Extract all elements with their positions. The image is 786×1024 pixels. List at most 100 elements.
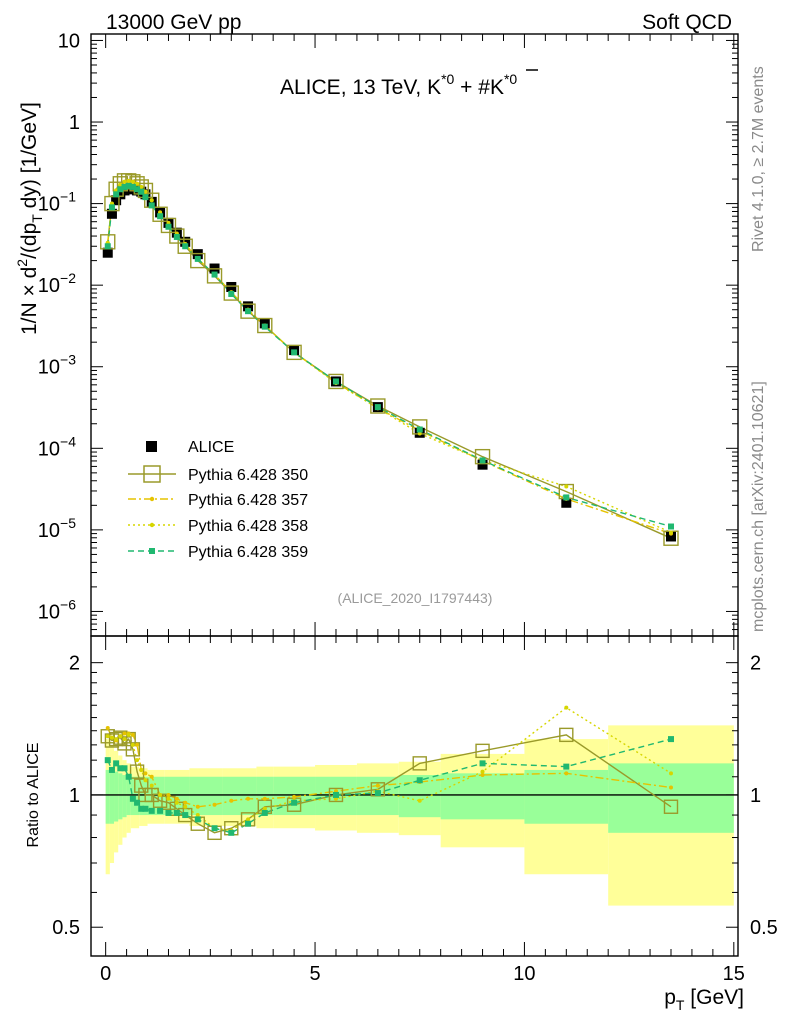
main-ylabel: 1/N × d2/(dpT dy) [1/GeV] (14, 102, 45, 335)
main-point-pythia-6.428-359 (261, 323, 268, 330)
legend-marker-alice (146, 441, 157, 452)
main-point-alice (226, 281, 237, 292)
ratio-point-pythia-6.428-359 (157, 807, 164, 814)
ratio-point-pythia-6.428-359 (121, 765, 128, 772)
main-y-tick-label: 10−5 (38, 515, 76, 542)
legend-marker-350 (143, 465, 161, 483)
ratio-point-pythia-6.428-357 (564, 771, 569, 776)
ratio-point-pythia-6.428-357 (122, 731, 127, 736)
ratio-plot-frame (90, 635, 739, 957)
main-point-pythia-6.428-350 (223, 285, 239, 301)
main-point-alice (106, 208, 117, 219)
ratio-point-pythia-6.428-357 (292, 794, 297, 799)
title-sup1: *0 (441, 71, 454, 87)
ratio-point-pythia-6.428-359 (332, 791, 339, 798)
ratio-band-inner (109, 769, 115, 824)
ratio-band-inner (105, 769, 110, 824)
ratio-point-pythia-6.428-358 (183, 804, 188, 809)
main-point-pythia-6.428-358 (668, 530, 673, 535)
ratio-point-pythia-6.428-357 (149, 774, 154, 779)
tick-exponent: −2 (60, 270, 76, 286)
main-point-alice (243, 301, 254, 312)
ratio-point-pythia-6.428-359 (138, 805, 145, 812)
main-point-pythia-6.428-359 (332, 378, 339, 385)
tick-exponent: −5 (60, 515, 76, 531)
legend-label-350: Pythia 6.428 350 (188, 467, 308, 484)
main-point-alice (102, 247, 113, 258)
ratio-point-pythia-6.428-358 (135, 758, 140, 763)
ratio-point-pythia-6.428-359 (245, 820, 252, 827)
ratio-point-pythia-6.428-357 (130, 732, 135, 737)
ratio-y-tick-label-left: 0.5 (52, 917, 80, 939)
ratio-point-pythia-6.428-357 (262, 796, 267, 801)
xlabel-unit: [GeV] (684, 986, 744, 1009)
chart-title: ALICE, 13 TeV, K*0 + #K*0 (280, 71, 517, 99)
main-point-pythia-6.428-350 (160, 217, 177, 234)
ratio-point-pythia-6.428-357 (212, 802, 217, 807)
main-point-alice (259, 318, 270, 329)
ratio-point-pythia-6.428-359 (113, 760, 120, 767)
main-point-pythia-6.428-350 (328, 373, 344, 390)
main-point-alice (477, 459, 488, 470)
ratio-point-pythia-6.428-359 (117, 765, 124, 772)
ratio-point-pythia-6.428-358 (109, 735, 114, 740)
ylabel-part-b: /(dp (18, 223, 41, 259)
legend-label-alice: ALICE (188, 439, 234, 456)
ratio-point-pythia-6.428-350 (663, 799, 679, 814)
ratio-point-pythia-6.428-357 (183, 800, 188, 805)
tick-base: 10 (38, 275, 60, 297)
main-point-pythia-6.428-359 (129, 183, 136, 190)
ratio-point-pythia-6.428-358 (195, 813, 200, 818)
main-y-tick-label: 10−4 (38, 433, 76, 460)
ratio-point-pythia-6.428-358 (143, 778, 148, 783)
main-point-pythia-6.428-359 (182, 243, 189, 250)
ylabel-part-c: dy) [1/GeV] (18, 102, 41, 214)
main-point-pythia-6.428-359 (479, 457, 486, 464)
analysis-id: (ALICE_2020_I1797443) (338, 590, 493, 606)
main-point-pythia-6.428-359 (173, 233, 180, 240)
ratio-point-pythia-6.428-358 (262, 806, 267, 811)
main-y-tick-label: 10−1 (38, 189, 76, 216)
ratio-point-pythia-6.428-357 (195, 804, 200, 809)
ratio-point-pythia-6.428-358 (126, 732, 131, 737)
main-point-pythia-6.428-359 (117, 186, 124, 193)
ratio-point-pythia-6.428-357 (174, 796, 179, 801)
main-point-pythia-6.428-359 (291, 349, 298, 356)
ratio-point-pythia-6.428-350 (412, 756, 427, 771)
ratio-point-pythia-6.428-350 (125, 742, 141, 757)
xlabel-sub: T (676, 997, 685, 1013)
ratio-point-pythia-6.428-358 (480, 769, 485, 774)
tick-base: 10 (38, 357, 60, 379)
ratio-band-inner (139, 776, 148, 816)
tick-exponent: −3 (60, 352, 76, 368)
legend-label-359: Pythia 6.428 359 (188, 544, 308, 561)
main-point-pythia-6.428-358 (118, 182, 123, 187)
ratio-point-pythia-6.428-359 (416, 777, 423, 784)
ratio-point-pythia-6.428-358 (122, 737, 127, 742)
x-tick-label: 0 (100, 963, 111, 985)
main-y-tick-label: 10 (58, 30, 80, 52)
main-point-pythia-6.428-359 (157, 213, 164, 220)
ratio-point-pythia-6.428-357 (143, 771, 148, 776)
main-point-alice (561, 497, 572, 508)
ratio-point-pythia-6.428-358 (149, 783, 154, 788)
ratio-point-pythia-6.428-359 (173, 809, 180, 816)
ratio-point-pythia-6.428-358 (158, 792, 163, 797)
ratio-point-pythia-6.428-359 (261, 809, 268, 816)
main-point-pythia-6.428-359 (416, 426, 423, 433)
main-point-pythia-6.428-350 (286, 344, 302, 361)
ratio-point-pythia-6.428-359 (134, 799, 141, 806)
ratio-y-tick-label-right: 2 (750, 653, 761, 675)
x-tick-label: 15 (723, 963, 745, 985)
ratio-point-pythia-6.428-358 (174, 800, 179, 805)
main-series-layer (100, 173, 679, 546)
main-point-pythia-6.428-359 (121, 183, 128, 190)
ratio-point-pythia-6.428-358 (130, 742, 135, 747)
header-right: Soft QCD (642, 11, 732, 34)
mcplots-label: mcplots.cern.ch [arXiv:2401.10621] (750, 381, 767, 632)
rivet-label: Rivet 4.1.0, ≥ 2.7M events (750, 66, 767, 252)
ratio-point-pythia-6.428-357 (480, 773, 485, 778)
header-left: 13000 GeV pp (106, 11, 241, 34)
ratio-point-pythia-6.428-359 (291, 799, 298, 806)
x-tick-label: 10 (513, 963, 535, 985)
